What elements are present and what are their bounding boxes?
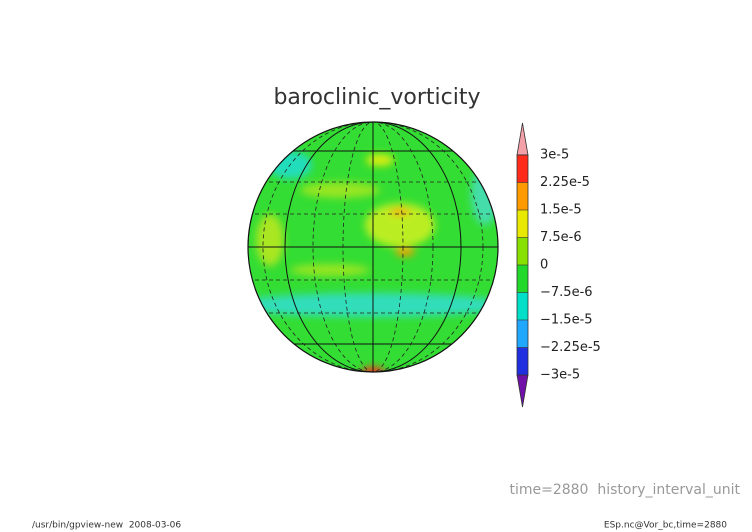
colorbar-tick-label: 7.5e-6 [540, 230, 582, 245]
colorbar: 3e-5 2.25e-5 1.5e-5 7.5e-6 0 −7.5e-6 −1.5e-5 −2… [516, 122, 601, 408]
colorbar-tick-label: −7.5e-6 [540, 285, 593, 300]
colorbar-band [517, 210, 528, 238]
colorbar-band [517, 182, 528, 210]
colorbar-band [517, 347, 528, 375]
footer-right: ESp.nc@Vor_bc,time=2880 [604, 521, 727, 531]
colorbar-tick-label: −3e-5 [540, 368, 580, 383]
colorbar-band [517, 155, 528, 183]
colorbar-tick-label: 1.5e-5 [540, 203, 582, 218]
colorbar-tick-label: 3e-5 [540, 148, 569, 163]
colorbar-tick-label: 0 [540, 258, 548, 273]
colorbar-tick-label: −2.25e-5 [540, 340, 601, 355]
colorbar-band [517, 292, 528, 320]
footer-left: /usr/bin/gpview-new 2008-03-06 [32, 521, 181, 531]
colorbar-band [517, 237, 528, 265]
annotation: time=2880 history_interval_unit [509, 482, 740, 498]
colorbar-band [517, 265, 528, 293]
colorbar-tick-label: 2.25e-5 [540, 175, 590, 190]
colorbar-extend-top [516, 122, 529, 156]
colorbar-tick-label: −1.5e-5 [540, 313, 593, 328]
chart-title: baroclinic_vorticity [273, 85, 480, 110]
colorbar-band [517, 320, 528, 348]
colorbar-extend-bottom [516, 374, 529, 408]
globe [247, 121, 499, 373]
